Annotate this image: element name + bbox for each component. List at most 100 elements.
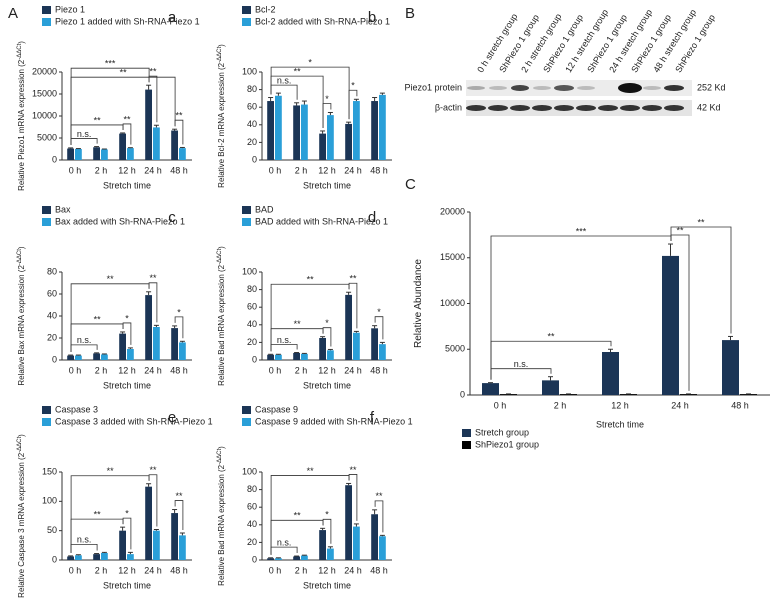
x-tick-label: 0 h — [269, 565, 282, 575]
x-tick-label: 24 h — [344, 365, 362, 375]
x-tick-label: 48 h — [170, 165, 188, 175]
legend-label: Bax — [55, 204, 71, 214]
significance-bracket — [670, 226, 732, 334]
significance-label: ** — [107, 466, 115, 476]
significance-label: * — [351, 81, 355, 91]
error-bar — [94, 352, 100, 354]
bar — [275, 95, 282, 160]
y-axis-label-part: Relative Abundance — [413, 259, 424, 348]
y-axis-label-part: -ΔΔCt — [17, 43, 23, 59]
x-tick-label: 2 h — [554, 400, 567, 410]
significance-bracket — [270, 546, 298, 555]
x-tick-label: 12 h — [118, 165, 136, 175]
bar — [353, 101, 360, 160]
y-axis-label-part: -ΔΔCt — [17, 437, 23, 453]
significance-bracket — [122, 123, 132, 145]
significance-bracket — [174, 500, 184, 531]
error-bar — [353, 330, 359, 333]
bar — [379, 94, 386, 160]
bar — [93, 554, 100, 560]
x-tick-label: 2 h — [95, 365, 108, 375]
significance-label: ** — [307, 466, 315, 476]
significance-label: ** — [94, 115, 102, 125]
bar — [560, 394, 577, 395]
significance-label: ** — [175, 491, 183, 501]
legend-label: Piezo 1 added with Sh-RNA-Piezo 1 — [55, 16, 200, 26]
panel-label: f — [370, 409, 375, 426]
y-tick-label: 0 — [252, 554, 257, 564]
blot-size: 42 Kd — [697, 102, 721, 112]
blot-size: 252 Kd — [697, 82, 726, 92]
significance-label: ** — [123, 114, 131, 124]
significance-bracket — [322, 327, 332, 347]
x-tick-label: 12 h — [318, 365, 336, 375]
bar — [127, 554, 134, 560]
legend-swatch — [242, 418, 251, 426]
significance-label: * — [325, 94, 329, 104]
x-tick-label: 48 h — [370, 365, 388, 375]
bar — [119, 133, 126, 160]
x-tick-label: 48 h — [370, 165, 388, 175]
x-axis-label: Stretch time — [596, 419, 644, 429]
bar — [500, 394, 517, 395]
bar — [345, 485, 352, 560]
error-bar — [101, 353, 107, 355]
bar — [301, 104, 308, 160]
error-bar — [668, 243, 673, 256]
error-bar — [75, 354, 81, 356]
y-tick-label: 0 — [52, 554, 57, 564]
x-tick-label: 24 h — [671, 400, 689, 410]
error-bar — [320, 336, 326, 338]
error-bar — [327, 546, 333, 549]
significance-label: ** — [294, 66, 302, 76]
y-axis-label-part: ) — [217, 44, 226, 47]
y-axis-label-part: Relative Caspase 3 mRNA expression (2 — [17, 452, 26, 598]
bar — [327, 115, 334, 160]
legend-swatch — [242, 406, 251, 414]
y-axis-label-part: ) — [17, 434, 26, 437]
legend-swatch — [462, 429, 471, 437]
bar — [145, 89, 152, 160]
x-axis-label: Stretch time — [303, 180, 351, 190]
legend-label: Caspase 9 added with Sh-RNA-Piezo 1 — [255, 416, 413, 426]
bar — [301, 555, 308, 560]
blot-image — [466, 80, 692, 116]
y-axis-label-part: ) — [17, 246, 26, 249]
x-tick-label: 0 h — [269, 365, 282, 375]
y-tick-label: 15000 — [32, 88, 57, 98]
significance-label: * — [177, 307, 181, 317]
y-tick-label: 0 — [52, 354, 57, 364]
figure-label: C — [405, 176, 416, 193]
significance-label: *** — [105, 59, 116, 69]
figure-label: A — [8, 5, 18, 22]
error-bar — [146, 291, 152, 296]
bar — [67, 355, 74, 360]
y-axis-label-part: ) — [217, 446, 226, 449]
y-tick-label: 0 — [252, 354, 257, 364]
panel-label: c — [168, 209, 176, 226]
y-axis-label-part: -ΔΔCt — [217, 449, 223, 465]
significance-bracket — [322, 103, 332, 128]
significance-label: n.s. — [277, 75, 292, 85]
y-tick-label: 10000 — [440, 298, 465, 308]
legend-label: Bax added with Sh-RNA-Piezo 1 — [55, 216, 185, 226]
bar — [145, 295, 152, 360]
bar — [171, 328, 178, 360]
error-bar — [294, 102, 300, 106]
legend-label: ShPiezo1 group — [475, 439, 539, 449]
x-tick-label: 0 h — [269, 165, 282, 175]
y-tick-label: 150 — [42, 466, 57, 476]
bar — [127, 148, 134, 160]
legend-swatch — [42, 206, 51, 214]
error-bar — [372, 325, 378, 329]
significance-label: * — [125, 313, 129, 323]
panel-label: b — [368, 9, 376, 26]
y-axis-label-part: Relative Bad mRNA expression (2 — [217, 264, 226, 385]
y-tick-label: 80 — [47, 266, 57, 276]
bar — [267, 558, 274, 560]
y-tick-label: 20 — [247, 537, 257, 547]
significance-label: n.s. — [277, 538, 292, 548]
bar — [153, 127, 160, 160]
legend-label: Caspase 3 — [55, 404, 98, 414]
